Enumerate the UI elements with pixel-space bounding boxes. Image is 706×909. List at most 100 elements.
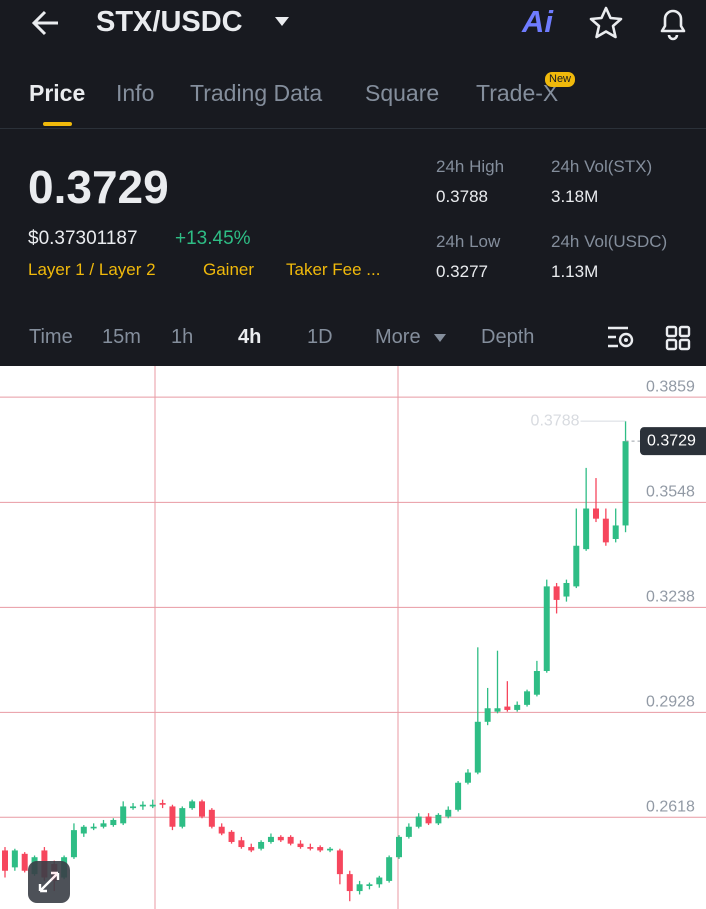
stat-value: 1.13M <box>551 262 599 281</box>
stat-label: 24h High <box>436 157 505 176</box>
candle-body <box>120 806 127 824</box>
candle-body <box>317 847 324 851</box>
candle-body <box>415 816 422 827</box>
candle-body <box>533 671 540 695</box>
fullscreen-button[interactable] <box>28 861 70 903</box>
stat-label: 24h Vol(USDC) <box>551 232 668 251</box>
tab[interactable]: Square <box>365 80 440 106</box>
y-tick-label: 0.3238 <box>646 589 695 606</box>
candle-body <box>464 772 471 783</box>
candle-body <box>474 721 481 773</box>
ai-button[interactable]: Ai <box>522 4 553 39</box>
candle-body <box>297 843 304 848</box>
interval[interactable]: 1D <box>307 326 333 348</box>
candle-body <box>553 586 560 600</box>
candle-body <box>455 782 462 810</box>
candle-body <box>90 826 97 829</box>
y-tick-label: 0.2928 <box>646 694 695 711</box>
stat-label: 24h Vol(STX) <box>551 157 653 176</box>
candle-body <box>307 847 314 849</box>
tab[interactable]: Trading Data <box>190 80 323 106</box>
candle-body <box>484 708 491 722</box>
candle-body <box>2 850 8 871</box>
candle-body <box>327 848 334 851</box>
tag[interactable]: Gainer <box>203 260 255 279</box>
candle-body <box>543 586 550 672</box>
candle-body <box>208 809 215 827</box>
candle-body <box>110 819 117 826</box>
candle-body <box>287 836 294 844</box>
candle-body <box>622 441 629 526</box>
favorite-button[interactable] <box>589 6 623 40</box>
usd-price: $0.37301187 <box>28 228 138 249</box>
candle-body <box>336 850 343 875</box>
interval[interactable]: Depth <box>481 326 535 348</box>
layout-button[interactable] <box>665 325 691 351</box>
candle-body <box>573 545 580 587</box>
interval[interactable]: 1h <box>171 326 194 348</box>
stat-label: 24h Low <box>436 232 501 251</box>
candle-body <box>199 801 205 817</box>
candle-body <box>238 840 245 848</box>
pair-dropdown[interactable] <box>274 16 290 28</box>
candle-body <box>376 877 383 885</box>
candle-body <box>524 691 531 705</box>
last-price-label: 0.3729 <box>647 432 696 449</box>
candle-body <box>445 809 452 817</box>
tab[interactable]: Trade-X <box>476 80 559 106</box>
candle-body <box>494 708 501 712</box>
candle-body <box>356 884 363 892</box>
price-change: +13.45% <box>175 228 251 249</box>
candle-body <box>159 803 166 805</box>
candle-body <box>11 850 18 868</box>
candle-body <box>277 836 284 841</box>
tag[interactable]: Layer 1 / Layer 2 <box>28 260 156 279</box>
candle-body <box>366 884 373 886</box>
candle-body <box>425 816 432 824</box>
candle-body <box>248 847 255 851</box>
y-tick-label: 0.3859 <box>646 378 695 395</box>
candle-body <box>169 806 176 827</box>
alert-button[interactable] <box>656 5 690 41</box>
candle-body <box>80 826 87 834</box>
candle-body <box>563 582 570 597</box>
back-button[interactable] <box>30 8 62 38</box>
stat-value: 3.18M <box>551 187 599 206</box>
candle-body <box>514 704 521 710</box>
candle-body <box>70 830 77 858</box>
candle-body <box>21 853 28 871</box>
candle-body <box>179 808 186 827</box>
interval[interactable]: 4h <box>238 326 262 348</box>
candle-body <box>504 706 511 710</box>
interval[interactable]: More <box>375 326 421 348</box>
y-tick-label: 0.2618 <box>646 798 695 815</box>
candlestick-chart: 0.2618 0.2928 0.3238 0.3548 0.3859 0.3788 0.37… <box>0 366 706 909</box>
candle-body <box>602 518 609 543</box>
high-marker-label: 0.3788 <box>531 412 580 429</box>
tab[interactable]: Info <box>116 80 155 106</box>
candle-body <box>405 826 412 837</box>
candle-body <box>583 508 590 550</box>
interval[interactable]: 15m <box>102 326 141 348</box>
interval[interactable]: Time <box>29 326 73 348</box>
more-dropdown[interactable] <box>433 333 447 343</box>
candle-body <box>346 874 353 892</box>
candle-body <box>593 508 599 519</box>
tab-indicator <box>43 122 72 126</box>
chart-background <box>0 366 706 909</box>
last-price: 0.3729 <box>28 161 169 213</box>
indicator-settings[interactable] <box>606 325 636 351</box>
stat-value: 0.3788 <box>436 187 488 206</box>
candle-body <box>130 806 137 809</box>
candle-body <box>258 841 265 849</box>
divider <box>0 128 706 129</box>
tab[interactable]: Price <box>29 80 86 106</box>
new-badge: New <box>545 72 576 87</box>
candle-body <box>267 836 274 842</box>
pair-title[interactable]: STX/USDC <box>96 6 243 38</box>
fullscreen-icon <box>38 871 60 893</box>
candle-body <box>149 804 156 807</box>
y-tick-label: 0.3548 <box>646 484 695 501</box>
tag[interactable]: Taker Fee ... <box>286 260 381 279</box>
candle-body <box>435 814 442 824</box>
